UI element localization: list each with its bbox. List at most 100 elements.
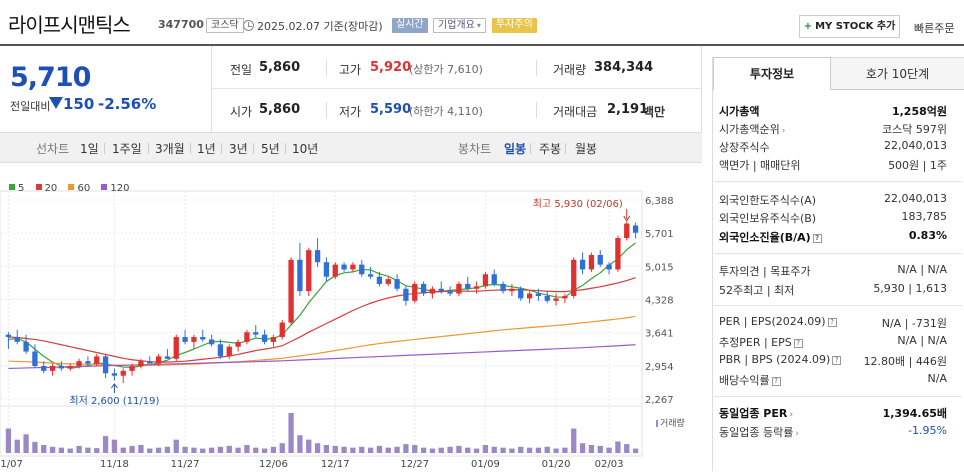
realtime-button[interactable]: 실시간 (392, 18, 428, 33)
candle-body (447, 291, 453, 294)
per-value: N/A | -731원 (881, 317, 947, 330)
upper-limit: (상한가 7,610) (409, 63, 483, 76)
volume-bar (191, 447, 197, 453)
volume-bar (544, 446, 550, 453)
x-tick-label: 02/03 (595, 459, 624, 470)
max-arrow-head (623, 215, 631, 222)
candle-body (94, 356, 100, 364)
help-icon[interactable]: ? (793, 339, 803, 348)
volume-bar (394, 446, 400, 453)
period-5y[interactable]: 5년 (261, 142, 280, 156)
candle-body (191, 337, 197, 342)
help-icon[interactable]: ? (827, 318, 837, 327)
candle-body (535, 293, 542, 296)
period-1d[interactable]: 1일 (80, 142, 99, 156)
week52-value: 5,930 | 1,613 (873, 282, 947, 295)
period-3y[interactable]: 3년 (229, 142, 248, 156)
volume-bar (32, 441, 38, 453)
candle-body (403, 288, 409, 301)
volume-bar (14, 439, 20, 453)
candle-daily[interactable]: 일봉 (504, 142, 527, 156)
tab-orderbook[interactable]: 호가 10단계 (831, 57, 964, 90)
amount-label: 거래대금 (553, 105, 598, 119)
shares-value: 22,040,013 (884, 139, 947, 152)
sector-per-row[interactable]: 동일업종 PER › 1,394.65배 (719, 405, 947, 421)
open-label: 시가 (230, 105, 253, 119)
legend-swatch (101, 184, 108, 190)
shares-label: 상장주식수 (719, 141, 770, 154)
candle-body (14, 337, 20, 342)
candle-body (615, 238, 621, 270)
legend-label: 20 (44, 183, 58, 194)
legend-swatch (9, 184, 15, 190)
candle-body (518, 288, 524, 299)
candle-body (526, 293, 533, 299)
min-arrow-head (111, 383, 118, 389)
change-rate: -2.56% (98, 95, 157, 113)
volume-bar (624, 444, 630, 453)
open-value: 5,860 (259, 102, 301, 117)
help-icon[interactable]: ? (812, 234, 822, 243)
down-arrow-icon (49, 97, 63, 109)
candle-body (261, 334, 268, 342)
legend-ma120: 120 (101, 183, 130, 194)
candle-body (606, 264, 612, 270)
candle-body (120, 370, 126, 376)
y-tick-label: 5,701 (645, 229, 674, 240)
opinion-value: N/A | N/A (897, 263, 947, 276)
volume-bar (49, 446, 56, 453)
quick-order-link[interactable]: 빠른주문 (914, 22, 955, 35)
per-label: PER | EPS(2024.09) (719, 315, 826, 328)
volume-bar (279, 443, 285, 453)
volume-bar (332, 445, 338, 453)
period-10y[interactable]: 10년 (292, 142, 319, 156)
volume-bar (491, 446, 497, 453)
face-value-value: 500원 | 1주 (888, 159, 947, 172)
period-separator (190, 143, 191, 154)
candle-body (553, 298, 559, 301)
candle-body (367, 274, 374, 277)
panel-divider (714, 305, 962, 306)
candle-body (182, 337, 188, 342)
panel-divider (714, 253, 962, 254)
volume-bar (147, 448, 153, 453)
company-info-dropdown[interactable]: 기업개요 ▾ (433, 18, 486, 33)
volume-bar (41, 445, 47, 453)
candle-body (147, 361, 153, 364)
candle-weekly[interactable]: 주봉 (539, 142, 562, 156)
volume-bar (359, 446, 365, 453)
volume-bar (235, 447, 241, 453)
volume-bar (5, 428, 12, 453)
candle-monthly[interactable]: 월봉 (575, 142, 598, 156)
opinion-row: 투자의견 | 목표주가 N/A | N/A (719, 263, 947, 279)
volume-bar (270, 446, 277, 453)
volume-bar (261, 448, 268, 453)
stock-chart[interactable]: 6,388 5,701 5,015 4,328 3,641 2,954 2,267 11/07… (0, 163, 702, 471)
candle-body (562, 295, 568, 299)
sector-per-value: 1,394.65배 (882, 407, 947, 420)
foreign-hold-label: 외국인보유주식수(B) (719, 212, 817, 225)
period-1y[interactable]: 1년 (197, 142, 216, 156)
amount-unit: 백만 (643, 105, 666, 119)
add-mystock-button[interactable]: + MY STOCK 추가 (799, 15, 900, 38)
candle-body (350, 264, 356, 270)
volume-bar (208, 447, 215, 453)
y-tick-label: 2,267 (645, 395, 674, 406)
sector-rate-row[interactable]: 동일업종 등락률 › -1.95% (719, 424, 947, 440)
period-1w[interactable]: 1주일 (112, 142, 142, 156)
investment-panel (712, 57, 964, 471)
panel-divider (714, 396, 962, 397)
help-icon[interactable]: ? (832, 356, 842, 365)
help-icon[interactable]: ? (771, 377, 781, 386)
face-value-row: 액면가 | 매매단위 500원 | 1주 (719, 157, 947, 173)
tab-investment-info[interactable]: 투자정보 (713, 57, 831, 90)
y-tick-label: 6,388 (645, 196, 674, 207)
market-cap-value: 1,258억원 (891, 105, 947, 118)
volume-bar (182, 446, 188, 453)
candle-chart-label: 봉차트 (458, 142, 492, 156)
cap-rank-row[interactable]: 시가총액순위 › 코스닥 597위 (719, 121, 947, 137)
legend-swatch (35, 184, 42, 190)
period-3m[interactable]: 3개월 (155, 142, 185, 156)
volume-frame (0, 405, 643, 457)
candle-body (500, 283, 506, 292)
